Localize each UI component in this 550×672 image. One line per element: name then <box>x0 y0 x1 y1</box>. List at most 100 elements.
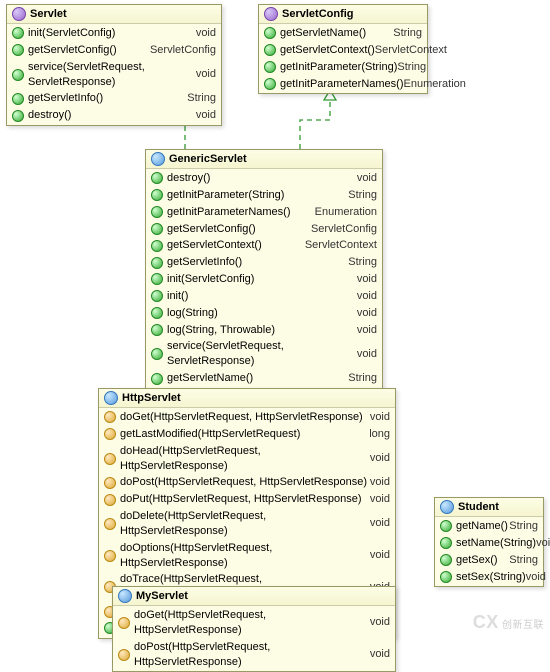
public-method-icon <box>12 27 24 39</box>
protected-method-icon <box>104 518 116 530</box>
method-signature: getInitParameterNames() <box>167 205 291 220</box>
method-row: log(String)void <box>146 305 382 322</box>
class-box-myServlet: MyServletdoGet(HttpServletRequest, HttpS… <box>112 586 396 672</box>
class-title: HttpServlet <box>122 392 181 404</box>
method-signature: destroy() <box>28 108 71 123</box>
method-row: doGet(HttpServletRequest, HttpServletRes… <box>113 607 395 639</box>
interface-icon <box>264 7 278 21</box>
return-type: void <box>536 536 550 551</box>
method-row: getServletContext() ServletContext <box>146 237 382 254</box>
method-row: setName(String)void <box>435 535 543 552</box>
method-row: service(ServletRequest, ServletResponse)… <box>7 59 221 91</box>
public-method-icon <box>264 78 276 90</box>
method-signature: getName() <box>456 519 508 534</box>
method-signature: doHead(HttpServletRequest, HttpServletRe… <box>120 444 370 474</box>
protected-method-icon <box>104 453 116 465</box>
method-signature: doOptions(HttpServletRequest, HttpServle… <box>120 541 370 571</box>
method-signature: setName(String) <box>456 536 536 551</box>
return-type: String <box>348 255 377 270</box>
watermark: CX 创新互联 <box>473 612 544 633</box>
return-type: void <box>196 108 216 123</box>
return-type: ServletContext <box>305 238 377 253</box>
method-row: getInitParameter(String)String <box>259 59 427 76</box>
method-row: init(ServletConfig)void <box>7 25 221 42</box>
method-signature: getServletConfig() <box>28 43 117 58</box>
public-method-icon <box>151 223 163 235</box>
return-type: void <box>196 26 216 41</box>
return-type: void <box>357 323 377 338</box>
protected-method-icon <box>104 494 116 506</box>
public-method-icon <box>264 61 276 73</box>
class-icon <box>151 152 165 166</box>
method-row: setSex(String)void <box>435 569 543 586</box>
return-type: void <box>370 647 390 662</box>
class-body: destroy()voidgetInitParameter(String) Str… <box>146 169 382 388</box>
protected-method-icon <box>118 617 130 629</box>
method-row: doOptions(HttpServletRequest, HttpServle… <box>99 540 395 572</box>
method-row: service(ServletRequest, ServletResponse)… <box>146 338 382 370</box>
class-title: Servlet <box>30 8 67 20</box>
method-row: doPost(HttpServletRequest, HttpServletRe… <box>113 639 395 671</box>
method-signature: init() <box>167 289 188 304</box>
return-type: Enumeration <box>404 77 466 92</box>
return-type: String <box>348 188 377 203</box>
method-row: doGet(HttpServletRequest, HttpServletRes… <box>99 409 395 426</box>
method-signature: getInitParameter(String) <box>167 188 284 203</box>
class-header: HttpServlet <box>99 389 395 408</box>
method-signature: service(ServletRequest, ServletResponse) <box>28 60 196 90</box>
public-method-icon <box>264 27 276 39</box>
public-method-icon <box>151 189 163 201</box>
method-signature: setSex(String) <box>456 570 526 585</box>
public-method-icon <box>151 172 163 184</box>
class-header: Servlet <box>7 5 221 24</box>
method-signature: getLastModified(HttpServletRequest) <box>120 427 300 442</box>
class-box-student: StudentgetName()StringsetName(String)voi… <box>434 497 544 587</box>
public-method-icon <box>151 290 163 302</box>
return-type: void <box>370 615 390 630</box>
method-signature: getServletContext() <box>280 43 375 58</box>
return-type: void <box>370 410 390 425</box>
public-method-icon <box>151 373 163 385</box>
return-type: void <box>370 548 390 563</box>
method-signature: service(ServletRequest, ServletResponse) <box>167 339 357 369</box>
interface-icon <box>12 7 26 21</box>
method-signature: getServletContext() <box>167 238 262 253</box>
method-row: doDelete(HttpServletRequest, HttpServlet… <box>99 508 395 540</box>
method-signature: doPost(HttpServletRequest, HttpServletRe… <box>134 640 370 670</box>
public-method-icon <box>151 307 163 319</box>
method-row: getServletName() String <box>259 25 427 42</box>
method-signature: getServletName() <box>280 26 366 41</box>
return-type: long <box>369 427 390 442</box>
class-body: getName()StringsetName(String)voidgetSex… <box>435 517 543 586</box>
class-header: ServletConfig <box>259 5 427 24</box>
method-row: destroy()void <box>146 170 382 187</box>
method-signature: init(ServletConfig) <box>167 272 254 287</box>
return-type: String <box>393 26 422 41</box>
return-type: String <box>509 553 538 568</box>
method-signature: doPost(HttpServletRequest, HttpServletRe… <box>120 475 367 490</box>
class-icon <box>440 500 454 514</box>
method-signature: doGet(HttpServletRequest, HttpServletRes… <box>120 410 363 425</box>
public-method-icon <box>440 520 452 532</box>
public-method-icon <box>151 257 163 269</box>
method-row: getServletInfo()String <box>7 90 221 107</box>
protected-method-icon <box>104 411 116 423</box>
return-type: void <box>357 306 377 321</box>
method-row: log(String, Throwable)void <box>146 322 382 339</box>
method-signature: getInitParameter(String) <box>280 60 397 75</box>
return-type: void <box>370 475 390 490</box>
return-type: void <box>196 67 216 82</box>
method-row: getServletName() String <box>146 370 382 387</box>
public-method-icon <box>151 206 163 218</box>
return-type: void <box>526 570 546 585</box>
return-type: ServletConfig <box>150 43 216 58</box>
method-row: doPost(HttpServletRequest, HttpServletRe… <box>99 474 395 491</box>
protected-method-icon <box>104 428 116 440</box>
method-signature: getServletName() <box>167 371 253 386</box>
return-type: ServletConfig <box>311 222 377 237</box>
class-icon <box>118 589 132 603</box>
return-type: String <box>348 371 377 386</box>
method-row: getServletContext()ServletContext <box>259 42 427 59</box>
method-row: getInitParameterNames()Enumeration <box>259 76 427 93</box>
class-title: Student <box>458 501 499 513</box>
